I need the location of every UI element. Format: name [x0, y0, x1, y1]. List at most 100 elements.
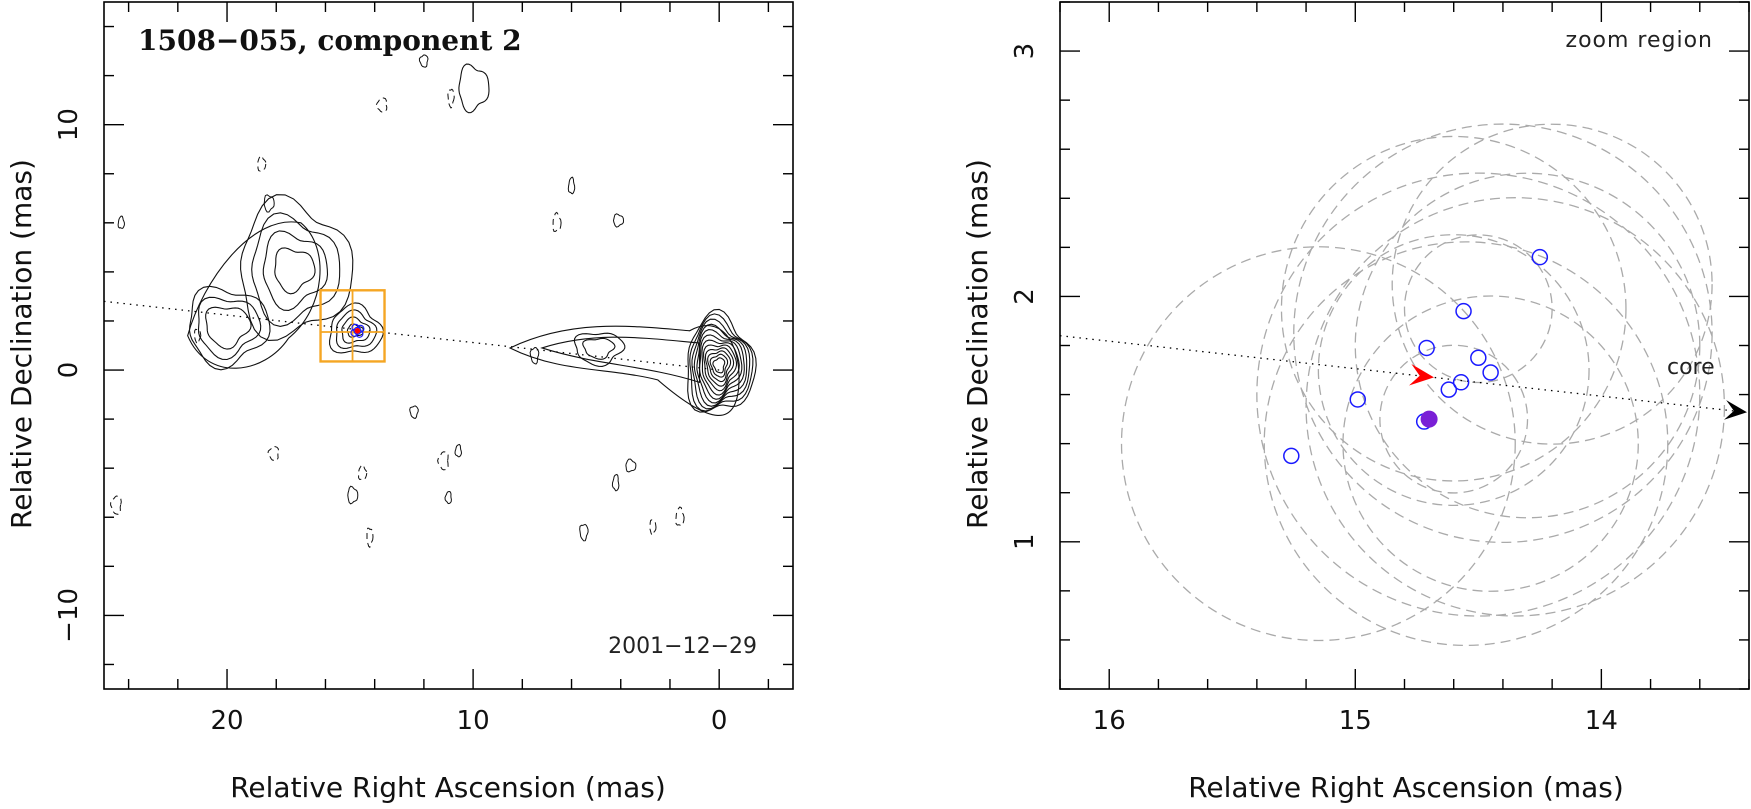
noise-contour	[437, 451, 449, 471]
noise-contour	[454, 443, 463, 458]
contour-level	[188, 285, 271, 371]
error-circle	[1379, 344, 1529, 494]
right-y-axis-label: Relative Declination (mas)	[961, 159, 994, 529]
noise-contour	[110, 495, 122, 515]
fit-position-marker	[1452, 374, 1470, 391]
noise-contour	[567, 176, 576, 195]
error-circle	[1263, 241, 1669, 647]
x-tick-label: 20	[210, 706, 243, 736]
noise-contour	[675, 506, 685, 527]
noise-contour	[529, 346, 540, 365]
x-tick-label: 14	[1585, 706, 1618, 736]
left-panel-title: 1508−055, component 2	[138, 24, 522, 57]
contour-level	[197, 296, 262, 361]
left-panel: 20 10 0 10 0 −10 1508−055, component 2 2001−1…	[5, 1, 794, 804]
component-marker	[354, 327, 361, 334]
contour-level	[709, 353, 729, 378]
contour-level	[707, 350, 732, 383]
contour-level	[240, 194, 354, 341]
y-tick-label: −10	[54, 588, 84, 643]
fit-position-marker	[1531, 248, 1549, 266]
y-tick-label: 1	[1010, 534, 1040, 551]
error-circle	[1256, 172, 1701, 617]
fit-position-marker	[1349, 391, 1366, 408]
error-circle	[1305, 197, 1726, 617]
noise-contour	[117, 215, 125, 230]
fit-position-marker	[1283, 447, 1300, 465]
y-tick-label: 10	[54, 108, 84, 141]
contour-level	[703, 344, 738, 392]
noise-contour	[612, 213, 625, 228]
error-circle	[1317, 234, 1590, 507]
noise-contour	[375, 97, 388, 113]
fit-position-marker	[1418, 339, 1435, 357]
right-x-axis-label: Relative Right Ascension (mas)	[1188, 771, 1624, 804]
x-tick-label: 10	[457, 706, 490, 736]
jet-plume-contour	[540, 336, 701, 384]
noise-contour	[257, 155, 267, 172]
left-y-axis-label: Relative Declination (mas)	[5, 159, 38, 529]
error-circle	[1293, 123, 1713, 544]
contour-level	[274, 247, 316, 295]
left-contour-map	[110, 54, 757, 549]
noise-contour	[267, 445, 280, 462]
contour-level	[691, 318, 751, 410]
contour-level	[335, 309, 378, 349]
right-error-circles	[1120, 123, 1726, 647]
noise-contour	[347, 485, 359, 505]
noise-contour	[611, 473, 620, 492]
y-tick-label: 0	[54, 362, 84, 379]
noise-contour	[358, 464, 368, 481]
error-circle	[1280, 135, 1627, 482]
contour-level	[693, 323, 748, 407]
right-markers	[1060, 248, 1747, 465]
error-circle	[1403, 234, 1553, 384]
component-direction-arrowhead	[1409, 364, 1434, 386]
fit-position-marker	[1482, 364, 1499, 381]
jet-axis-line	[1060, 335, 1742, 413]
zoom-region-label: zoom region	[1566, 28, 1713, 53]
contour-level	[701, 339, 740, 396]
contour-level	[689, 313, 754, 412]
contour-level	[458, 63, 490, 114]
fit-position-marker	[1440, 381, 1458, 398]
error-circle	[1354, 172, 1701, 519]
noise-contour	[649, 519, 657, 536]
core-direction-arrowhead	[1724, 400, 1747, 420]
error-circle	[1120, 246, 1516, 642]
error-circle	[1391, 123, 1713, 445]
contour-level	[687, 308, 757, 413]
y-tick-label: 2	[1010, 288, 1040, 305]
contour-level	[582, 337, 616, 360]
contour-level	[329, 302, 385, 354]
left-plot-frame	[103, 1, 794, 690]
x-tick-label: 0	[711, 706, 728, 736]
mean-position-marker	[1420, 410, 1438, 428]
contour-level	[699, 334, 743, 400]
contour-level	[712, 357, 726, 374]
contour-level	[341, 316, 371, 344]
y-tick-label: 3	[1010, 43, 1040, 60]
left-axis-ticks: 20 10 0 10 0 −10	[54, 2, 793, 736]
error-circle	[1342, 295, 1639, 592]
noise-contour	[625, 458, 637, 473]
fit-position-marker	[1455, 302, 1472, 320]
x-tick-label: 15	[1339, 706, 1372, 736]
knot-bridge-contour	[187, 221, 321, 369]
noise-contour	[263, 194, 275, 213]
noise-contour	[409, 405, 419, 419]
contour-level	[573, 332, 626, 367]
observation-date-label: 2001−12−29	[608, 634, 757, 659]
noise-contour	[447, 88, 455, 109]
left-markers	[103, 289, 720, 371]
noise-contour	[418, 54, 429, 68]
jet-plume-contour	[508, 325, 740, 416]
fit-position-marker	[1470, 349, 1487, 367]
right-plot-frame	[1059, 1, 1750, 690]
contour-level	[262, 230, 329, 311]
contour-level	[704, 347, 735, 387]
x-tick-label: 16	[1093, 706, 1126, 736]
noise-contour	[366, 527, 374, 549]
left-x-axis-label: Relative Right Ascension (mas)	[230, 771, 666, 804]
